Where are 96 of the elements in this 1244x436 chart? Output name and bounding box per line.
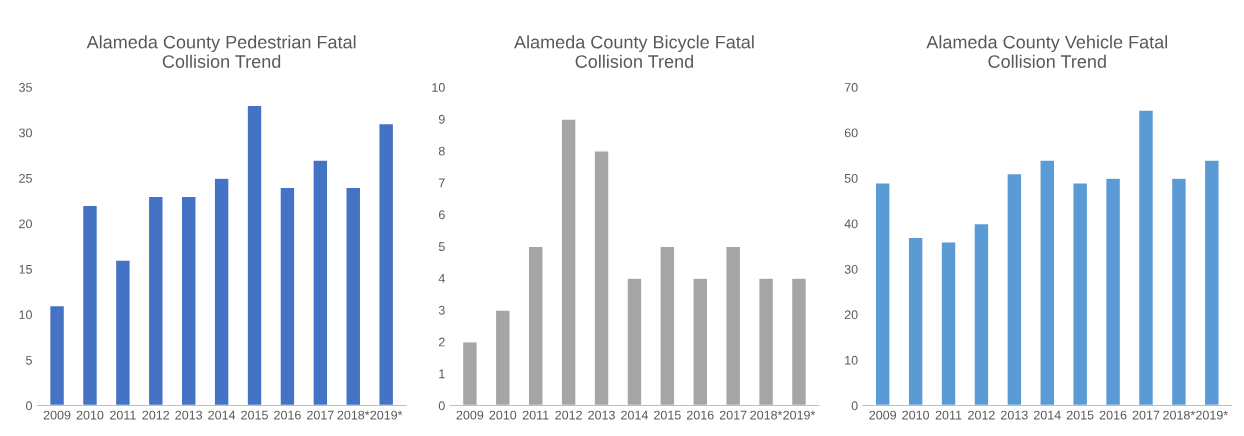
bar [81, 204, 99, 406]
y-tick-label: 0 [438, 401, 445, 411]
y-tick-label: 20 [19, 219, 32, 229]
y-tick-label: 20 [844, 310, 858, 320]
bar [345, 186, 362, 406]
bar [494, 309, 511, 406]
x-tick-label: 2009 [456, 410, 484, 420]
y-tick-label: 10 [432, 83, 445, 92]
y-tick-label: 40 [844, 219, 858, 229]
bar [874, 181, 891, 406]
y-tick-label: 10 [845, 355, 858, 365]
bar [560, 118, 577, 406]
x-tick-label: 2013 [1001, 410, 1028, 420]
y-tick-label: 5 [26, 355, 32, 365]
x-tick-label: 2019* [1196, 410, 1228, 420]
bar [790, 277, 808, 406]
x-tick-label: 2012 [968, 410, 995, 420]
x-tick-label: 2019* [370, 410, 403, 420]
x-tick-label: 2018* [1163, 410, 1196, 420]
x-tick-label: 2013 [175, 410, 203, 420]
y-tick-label: 15 [19, 265, 32, 274]
x-tick-label: 2012 [555, 410, 582, 420]
x-tick-label: 2017 [1132, 410, 1160, 420]
bar [1006, 172, 1023, 406]
x-tick-label: 2014 [208, 410, 236, 420]
y-tick-label: 8 [438, 146, 445, 156]
bar [147, 195, 164, 406]
y-tick-label: 0 [26, 401, 32, 411]
bar [659, 245, 676, 406]
x-tick-label: 2019* [783, 410, 816, 420]
bar [378, 122, 395, 406]
x-tick-label: 2010 [76, 410, 104, 420]
bar [213, 177, 230, 406]
x-tick-label: 2016 [1099, 410, 1127, 420]
x-tick-label: 2014 [1033, 410, 1061, 420]
y-tick-label: 7 [438, 178, 445, 188]
y-tick-label: 60 [844, 128, 858, 138]
y-tick-label: 25 [19, 173, 32, 183]
bar [312, 159, 329, 406]
x-tick-label: 2018* [337, 410, 370, 420]
bar [1072, 181, 1089, 406]
x-tick-label: 2009 [43, 410, 71, 420]
bar [279, 186, 296, 406]
x-tick-label: 2015 [654, 410, 681, 420]
x-tick-label: 2011 [110, 410, 136, 420]
y-tick-label: 10 [19, 310, 32, 320]
x-tick-label: 2017 [719, 410, 747, 420]
y-tick-label: 6 [438, 210, 445, 220]
bar [48, 304, 66, 406]
x-tick-label: 2013 [588, 410, 615, 420]
bar [692, 277, 709, 406]
bar [725, 245, 742, 406]
x-tick-label: 2014 [621, 410, 648, 420]
x-tick-label: 2011 [935, 410, 962, 420]
y-tick-label: 2 [438, 337, 445, 347]
y-tick-label: 1 [439, 369, 445, 379]
x-tick-label: 2011 [522, 410, 549, 420]
y-tick-label: 4 [438, 274, 445, 283]
bar [757, 277, 775, 406]
x-tick-label: 2012 [142, 410, 170, 420]
bar [1137, 109, 1155, 406]
x-tick-label: 2017 [307, 410, 334, 420]
bar [527, 245, 544, 406]
bar [246, 104, 263, 406]
chart-title: Alameda County Pedestrian Fatal Collision Trend [86, 35, 356, 68]
chart-title: Alameda County Vehicle Fatal Collision Trend [926, 35, 1168, 68]
x-tick-label: 2010 [902, 410, 930, 420]
bar [1039, 159, 1056, 406]
bar [1170, 177, 1188, 406]
y-tick-label: 3 [438, 305, 445, 315]
bar [114, 259, 131, 406]
bar [626, 277, 643, 406]
y-tick-label: 50 [844, 173, 858, 183]
bar [907, 236, 924, 406]
x-tick-label: 2015 [241, 410, 268, 420]
x-tick-label: 2016 [274, 410, 301, 420]
chart-title: Alameda County Bicycle Fatal Collision Trend [514, 35, 754, 68]
y-tick-label: 9 [438, 114, 445, 124]
bar [973, 222, 990, 406]
x-tick-label: 2009 [869, 410, 897, 420]
y-tick-label: 30 [844, 264, 858, 274]
bar [593, 150, 610, 406]
bar [180, 195, 197, 406]
y-tick-label: 35 [19, 83, 32, 92]
y-tick-label: 0 [851, 401, 858, 411]
bar [940, 241, 957, 406]
y-tick-label: 30 [19, 128, 32, 138]
bar [1104, 177, 1122, 406]
bar [1203, 159, 1220, 406]
y-tick-label: 70 [844, 83, 858, 92]
bar [461, 341, 478, 406]
x-tick-label: 2015 [1066, 410, 1094, 420]
y-tick-label: 5 [438, 242, 445, 251]
x-tick-label: 2010 [489, 410, 517, 420]
x-tick-label: 2016 [686, 410, 714, 420]
x-tick-label: 2018* [750, 410, 783, 420]
